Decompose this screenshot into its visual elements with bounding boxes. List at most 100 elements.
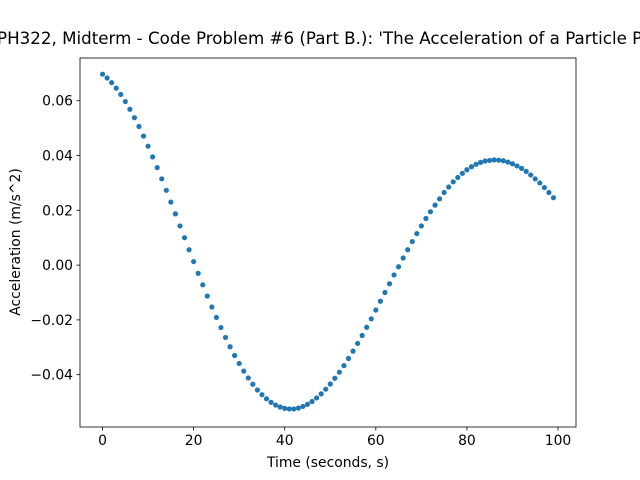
data-point: [391, 272, 397, 278]
data-point: [309, 398, 315, 405]
data-point: [104, 75, 110, 81]
data-point: [323, 386, 329, 392]
data-point: [395, 264, 402, 270]
data-point: [177, 223, 183, 229]
data-point: [236, 360, 242, 367]
data-point: [500, 158, 506, 164]
data-point: [213, 314, 220, 321]
data-point: [282, 405, 288, 411]
x-tick-label: 0: [98, 433, 107, 449]
data-point: [400, 255, 406, 261]
y-tick-label: −0.02: [30, 313, 73, 329]
data-point: [473, 161, 479, 167]
x-tick-label: 100: [545, 433, 572, 449]
data-point: [318, 391, 324, 397]
data-point: [418, 223, 424, 229]
data-point: [181, 235, 188, 241]
data-point: [427, 209, 434, 215]
data-point: [405, 247, 411, 253]
data-point: [368, 316, 374, 322]
data-point: [464, 167, 470, 173]
data-point: [386, 281, 393, 287]
data-point: [145, 143, 151, 149]
data-point: [163, 187, 169, 193]
data-point: [140, 133, 147, 139]
data-point: [99, 71, 106, 77]
data-point: [414, 230, 420, 237]
data-point: [377, 298, 383, 304]
data-point: [382, 289, 388, 296]
data-point: [250, 381, 256, 387]
data-point: [227, 344, 233, 350]
data-point: [537, 180, 543, 186]
x-tick-label: 40: [276, 433, 294, 449]
data-point: [432, 202, 438, 208]
data-point: [459, 170, 465, 176]
data-point: [150, 154, 156, 160]
y-tick-label: 0.06: [42, 94, 73, 110]
data-point: [364, 324, 370, 330]
data-point: [218, 324, 224, 331]
data-point: [314, 395, 320, 401]
data-point: [446, 184, 452, 190]
data-point: [232, 352, 238, 359]
data-point: [455, 174, 461, 181]
data-point: [122, 98, 128, 105]
data-point: [514, 163, 520, 169]
data-point: [195, 270, 201, 276]
data-point: [359, 332, 365, 339]
data-point: [304, 401, 311, 407]
data-point: [373, 307, 379, 313]
data-point: [109, 80, 115, 86]
data-point: [423, 215, 429, 222]
x-axis-label: Time (seconds, s): [266, 455, 389, 471]
data-point: [259, 392, 265, 398]
data-point: [332, 375, 338, 381]
data-point: [532, 176, 538, 182]
x-tick-label: 60: [367, 433, 385, 449]
y-tick-label: 0.04: [42, 149, 73, 165]
data-point: [204, 293, 210, 299]
data-point: [482, 158, 488, 164]
data-point: [350, 348, 356, 354]
data-point: [491, 157, 497, 163]
data-point: [441, 189, 447, 196]
data-point: [263, 396, 270, 402]
data-point: [528, 172, 534, 178]
data-point: [341, 363, 347, 369]
data-point: [436, 196, 443, 202]
data-point: [509, 161, 516, 167]
data-point: [131, 115, 138, 121]
data-point: [487, 157, 493, 164]
data-point: [518, 165, 525, 171]
data-point: [113, 85, 119, 91]
data-point: [505, 159, 511, 165]
plot-frame: [79, 57, 577, 428]
x-tick-label: 80: [458, 433, 476, 449]
data-point: [209, 304, 215, 310]
data-point: [118, 91, 124, 98]
data-point: [154, 164, 160, 171]
chart-title: PH322, Midterm - Code Problem #6 (Part B…: [0, 28, 640, 48]
data-point: [477, 159, 484, 165]
data-point: [245, 375, 251, 381]
data-point: [496, 157, 502, 163]
data-point: [291, 406, 297, 412]
data-point: [541, 184, 547, 191]
data-point: [277, 404, 283, 410]
data-point: [286, 406, 292, 412]
y-tick-label: 0.02: [42, 203, 73, 219]
data-point: [345, 355, 352, 362]
data-point: [409, 238, 415, 245]
y-axis-label: Acceleration (m/s^2): [8, 168, 24, 316]
data-point: [127, 106, 133, 112]
y-tick-label: −0.04: [30, 368, 73, 384]
data-point: [546, 189, 552, 196]
data-point: [200, 282, 206, 288]
data-point: [468, 164, 475, 170]
data-point: [268, 399, 274, 405]
data-point: [254, 387, 261, 393]
data-point: [273, 402, 279, 408]
